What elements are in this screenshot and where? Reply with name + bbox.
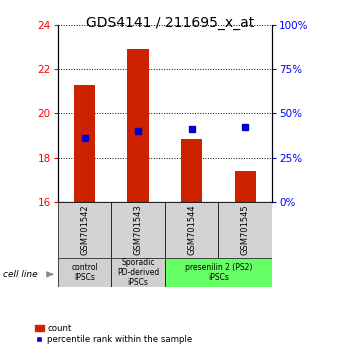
Text: control
IPSCs: control IPSCs	[71, 263, 98, 282]
FancyBboxPatch shape	[165, 258, 272, 287]
Text: cell line: cell line	[3, 270, 38, 279]
FancyBboxPatch shape	[111, 258, 165, 287]
Text: presenilin 2 (PS2)
iPSCs: presenilin 2 (PS2) iPSCs	[185, 263, 252, 282]
Text: GSM701545: GSM701545	[241, 205, 250, 256]
Bar	[181, 139, 202, 202]
Bar	[235, 171, 256, 202]
FancyBboxPatch shape	[58, 202, 111, 258]
Text: Sporadic
PD-derived
iPSCs: Sporadic PD-derived iPSCs	[117, 258, 159, 287]
Bar	[74, 85, 95, 202]
FancyBboxPatch shape	[111, 202, 165, 258]
Text: GSM701542: GSM701542	[80, 205, 89, 256]
FancyBboxPatch shape	[218, 202, 272, 258]
Text: GSM701543: GSM701543	[134, 205, 142, 256]
Text: GDS4141 / 211695_x_at: GDS4141 / 211695_x_at	[86, 16, 254, 30]
FancyBboxPatch shape	[165, 202, 218, 258]
Text: GSM701544: GSM701544	[187, 205, 196, 256]
Legend: count, percentile rank within the sample: count, percentile rank within the sample	[32, 320, 196, 348]
FancyBboxPatch shape	[58, 258, 111, 287]
Bar	[128, 49, 149, 202]
